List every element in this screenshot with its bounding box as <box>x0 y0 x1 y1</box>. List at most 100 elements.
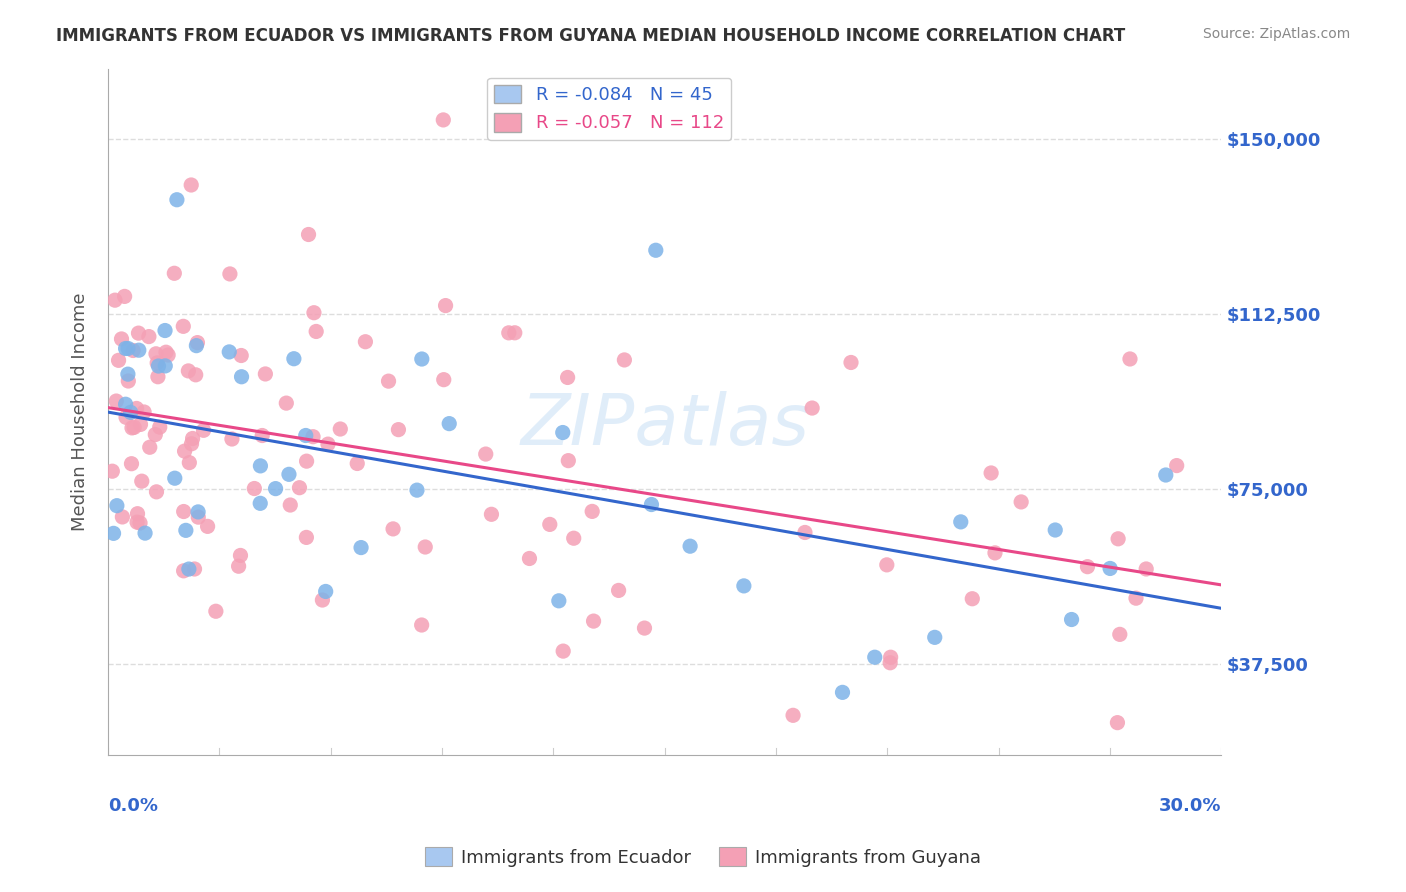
Immigrants from Guyana <box>432 112 454 127</box>
Immigrants from Ecuador <box>249 458 271 473</box>
Immigrants from Ecuador <box>155 359 177 373</box>
Immigrants from Guyana <box>1125 591 1147 606</box>
Immigrants from Guyana <box>801 401 824 415</box>
Immigrants from Ecuador <box>153 324 176 338</box>
Immigrants from Guyana <box>177 364 200 378</box>
Immigrants from Ecuador <box>264 482 287 496</box>
Immigrants from Ecuador <box>163 471 186 485</box>
Immigrants from Guyana <box>474 447 496 461</box>
Immigrants from Ecuador <box>103 526 125 541</box>
Immigrants from Guyana <box>183 562 205 576</box>
Immigrants from Ecuador <box>117 342 139 356</box>
Immigrants from Guyana <box>128 326 150 340</box>
Immigrants from Guyana <box>229 549 252 563</box>
Immigrants from Guyana <box>115 410 138 425</box>
Immigrants from Guyana <box>173 444 195 458</box>
Immigrants from Guyana <box>879 656 901 670</box>
Immigrants from Guyana <box>305 325 328 339</box>
Immigrants from Guyana <box>962 591 984 606</box>
Immigrants from Guyana <box>110 332 132 346</box>
Immigrants from Guyana <box>295 454 318 468</box>
Immigrants from Guyana <box>186 335 208 350</box>
Immigrants from Guyana <box>984 546 1007 560</box>
Immigrants from Guyana <box>288 481 311 495</box>
Immigrants from Guyana <box>1135 562 1157 576</box>
Immigrants from Guyana <box>138 329 160 343</box>
Immigrants from Guyana <box>121 457 143 471</box>
Immigrants from Guyana <box>311 593 333 607</box>
Immigrants from Guyana <box>434 299 457 313</box>
Immigrants from Ecuador <box>134 526 156 541</box>
Immigrants from Guyana <box>433 373 456 387</box>
Immigrants from Guyana <box>197 519 219 533</box>
Immigrants from Guyana <box>143 427 166 442</box>
Immigrants from Guyana <box>633 621 655 635</box>
Immigrants from Ecuador <box>733 579 755 593</box>
Immigrants from Guyana <box>114 289 136 303</box>
Immigrants from Guyana <box>145 484 167 499</box>
Immigrants from Guyana <box>297 227 319 242</box>
Immigrants from Guyana <box>387 423 409 437</box>
Immigrants from Ecuador <box>863 650 886 665</box>
Immigrants from Guyana <box>1107 532 1129 546</box>
Immigrants from Guyana <box>173 504 195 518</box>
Immigrants from Guyana <box>346 457 368 471</box>
Immigrants from Guyana <box>121 421 143 435</box>
Immigrants from Guyana <box>581 504 603 518</box>
Immigrants from Guyana <box>276 396 298 410</box>
Immigrants from Guyana <box>498 326 520 340</box>
Immigrants from Guyana <box>481 508 503 522</box>
Legend: Immigrants from Ecuador, Immigrants from Guyana: Immigrants from Ecuador, Immigrants from… <box>418 840 988 874</box>
Immigrants from Guyana <box>562 531 585 545</box>
Immigrants from Guyana <box>127 507 149 521</box>
Immigrants from Guyana <box>302 430 325 444</box>
Immigrants from Ecuador <box>120 405 142 419</box>
Immigrants from Ecuador <box>187 505 209 519</box>
Immigrants from Ecuador <box>114 342 136 356</box>
Immigrants from Guyana <box>193 423 215 437</box>
Immigrants from Guyana <box>219 267 242 281</box>
Immigrants from Guyana <box>377 374 399 388</box>
Immigrants from Guyana <box>1108 627 1130 641</box>
Immigrants from Guyana <box>613 353 636 368</box>
Immigrants from Ecuador <box>278 467 301 482</box>
Immigrants from Ecuador <box>547 594 569 608</box>
Immigrants from Ecuador <box>551 425 574 440</box>
Immigrants from Guyana <box>980 466 1002 480</box>
Immigrants from Guyana <box>205 604 228 618</box>
Immigrants from Ecuador <box>166 193 188 207</box>
Immigrants from Guyana <box>145 347 167 361</box>
Immigrants from Ecuador <box>128 343 150 358</box>
Immigrants from Guyana <box>122 420 145 434</box>
Immigrants from Ecuador <box>924 631 946 645</box>
Immigrants from Guyana <box>538 517 561 532</box>
Text: 0.0%: 0.0% <box>108 797 157 814</box>
Immigrants from Guyana <box>782 708 804 723</box>
Immigrants from Guyana <box>172 319 194 334</box>
Immigrants from Guyana <box>179 456 201 470</box>
Immigrants from Guyana <box>243 482 266 496</box>
Immigrants from Ecuador <box>1154 468 1177 483</box>
Immigrants from Guyana <box>250 428 273 442</box>
Immigrants from Ecuador <box>1099 561 1122 575</box>
Immigrants from Ecuador <box>177 562 200 576</box>
Immigrants from Ecuador <box>231 369 253 384</box>
Immigrants from Ecuador <box>679 539 702 553</box>
Immigrants from Ecuador <box>406 483 429 497</box>
Immigrants from Guyana <box>228 559 250 574</box>
Immigrants from Guyana <box>139 440 162 454</box>
Immigrants from Ecuador <box>148 359 170 373</box>
Immigrants from Guyana <box>519 551 541 566</box>
Immigrants from Guyana <box>503 326 526 340</box>
Immigrants from Guyana <box>149 420 172 434</box>
Immigrants from Guyana <box>582 614 605 628</box>
Immigrants from Guyana <box>1076 559 1098 574</box>
Immigrants from Guyana <box>329 422 352 436</box>
Text: IMMIGRANTS FROM ECUADOR VS IMMIGRANTS FROM GUYANA MEDIAN HOUSEHOLD INCOME CORREL: IMMIGRANTS FROM ECUADOR VS IMMIGRANTS FR… <box>56 27 1125 45</box>
Immigrants from Ecuador <box>1060 613 1083 627</box>
Immigrants from Guyana <box>876 558 898 572</box>
Immigrants from Guyana <box>794 525 817 540</box>
Immigrants from Ecuador <box>831 685 853 699</box>
Immigrants from Guyana <box>104 293 127 308</box>
Immigrants from Guyana <box>557 370 579 384</box>
